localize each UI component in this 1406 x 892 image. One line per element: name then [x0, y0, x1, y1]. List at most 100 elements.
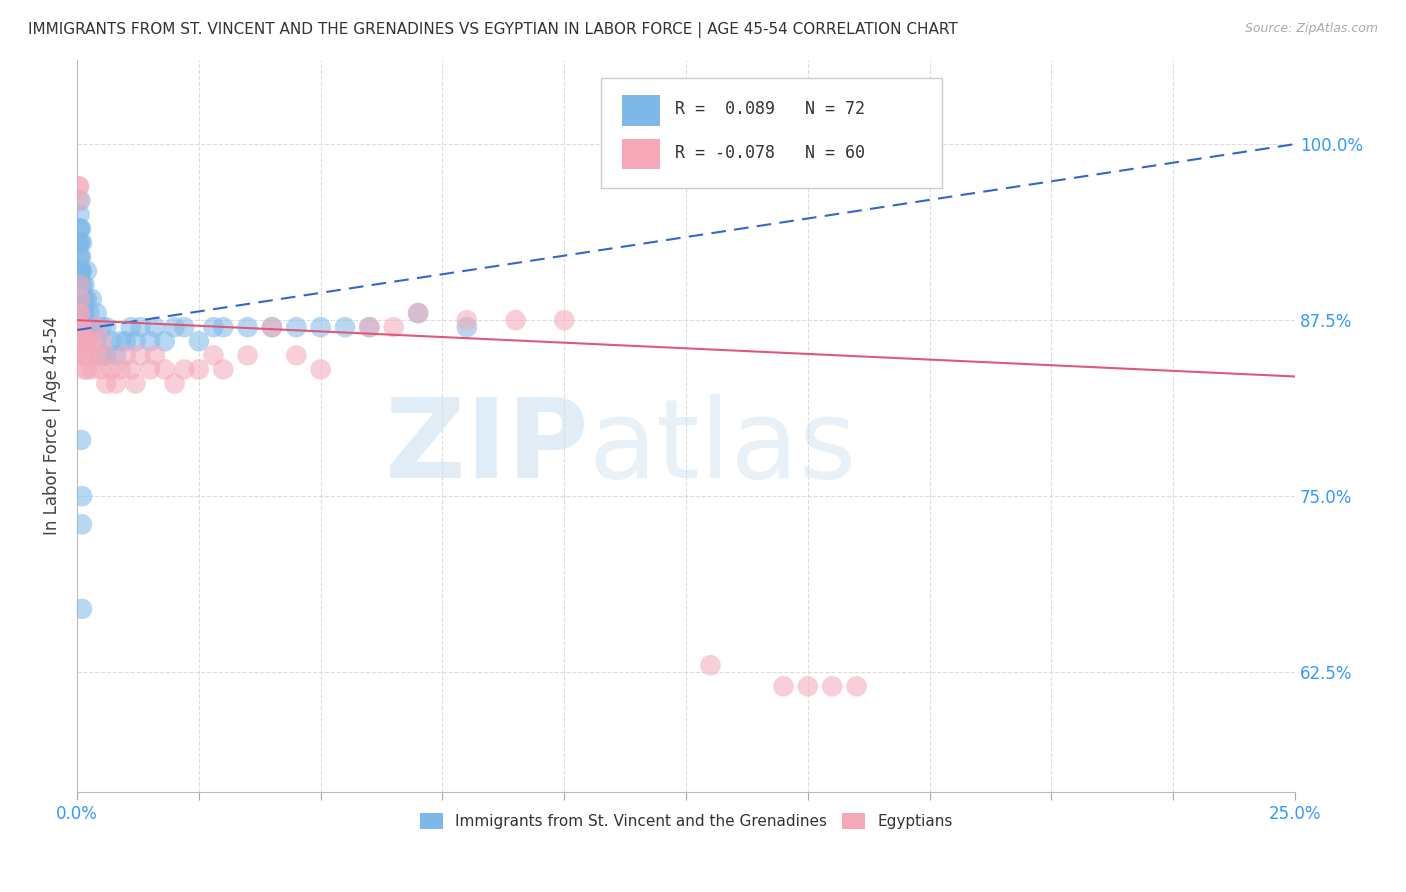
Y-axis label: In Labor Force | Age 45-54: In Labor Force | Age 45-54: [44, 317, 60, 535]
Point: [70, 433, 93, 447]
Point: [90, 334, 112, 349]
Point: [67, 179, 90, 194]
Point: [77, 348, 100, 362]
Point: [80, 292, 103, 306]
Bar: [621, 138, 661, 169]
Point: [96, 348, 118, 362]
Point: [73, 348, 96, 362]
Point: [173, 362, 195, 376]
Point: [80, 320, 103, 334]
Point: [73, 306, 96, 320]
Point: [120, 320, 142, 334]
Point: [505, 313, 527, 327]
Point: [90, 348, 112, 362]
Point: [120, 362, 142, 376]
Point: [70, 348, 93, 362]
Point: [110, 334, 132, 349]
Point: [70, 292, 93, 306]
Point: [382, 320, 405, 334]
Point: [76, 334, 98, 349]
Point: [86, 306, 108, 320]
Point: [70, 320, 93, 334]
Point: [797, 679, 820, 693]
Point: [236, 348, 259, 362]
Point: [76, 320, 98, 334]
Point: [72, 277, 94, 292]
Point: [70, 320, 93, 334]
Point: [163, 320, 186, 334]
Point: [73, 320, 96, 334]
Point: [699, 658, 721, 673]
Point: [110, 362, 132, 376]
Point: [96, 348, 118, 362]
Point: [72, 320, 94, 334]
Point: [90, 320, 112, 334]
Point: [124, 376, 146, 391]
Point: [821, 679, 844, 693]
Point: [285, 320, 308, 334]
Point: [359, 320, 381, 334]
Point: [69, 264, 91, 278]
Point: [76, 292, 98, 306]
Text: Source: ZipAtlas.com: Source: ZipAtlas.com: [1244, 22, 1378, 36]
Point: [260, 320, 283, 334]
Point: [285, 348, 308, 362]
Point: [72, 348, 94, 362]
Point: [70, 250, 93, 264]
Point: [70, 292, 93, 306]
Point: [212, 362, 235, 376]
Point: [309, 320, 332, 334]
Point: [69, 320, 91, 334]
Text: atlas: atlas: [589, 394, 858, 501]
Point: [187, 334, 209, 349]
Point: [202, 320, 225, 334]
Point: [69, 207, 91, 221]
Point: [73, 334, 96, 349]
Point: [86, 320, 108, 334]
Point: [67, 221, 90, 235]
Point: [153, 334, 176, 349]
Point: [76, 362, 98, 376]
Point: [67, 235, 90, 250]
Point: [69, 221, 91, 235]
Point: [70, 235, 93, 250]
Point: [70, 489, 93, 503]
Point: [67, 179, 90, 194]
Point: [70, 320, 93, 334]
Point: [139, 362, 162, 376]
Point: [114, 348, 136, 362]
Point: [69, 292, 91, 306]
Point: [139, 334, 162, 349]
Point: [67, 250, 90, 264]
Point: [69, 194, 91, 208]
Point: [105, 376, 128, 391]
Point: [456, 320, 478, 334]
Point: [69, 250, 91, 264]
Point: [163, 376, 186, 391]
Point: [70, 264, 93, 278]
Point: [143, 348, 166, 362]
Point: [86, 334, 108, 349]
Point: [105, 348, 128, 362]
Point: [333, 320, 356, 334]
Point: [406, 306, 429, 320]
Point: [70, 306, 93, 320]
Point: [80, 362, 103, 376]
Point: [143, 320, 166, 334]
Point: [70, 517, 93, 532]
Text: R =  0.089   N = 72: R = 0.089 N = 72: [675, 101, 865, 119]
Point: [772, 679, 794, 693]
Point: [456, 313, 478, 327]
Point: [96, 320, 118, 334]
Point: [69, 334, 91, 349]
Point: [80, 334, 103, 349]
Point: [72, 292, 94, 306]
Point: [260, 320, 283, 334]
Legend: Immigrants from St. Vincent and the Grenadines, Egyptians: Immigrants from St. Vincent and the Gren…: [413, 807, 959, 836]
Point: [70, 602, 93, 616]
Point: [309, 362, 332, 376]
Point: [69, 306, 91, 320]
Point: [73, 292, 96, 306]
Point: [236, 320, 259, 334]
Point: [70, 334, 93, 349]
